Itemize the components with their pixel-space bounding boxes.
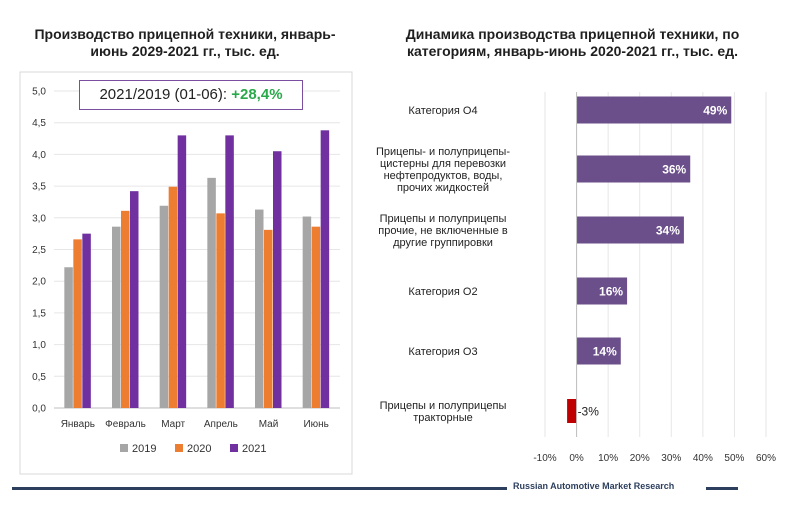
legend-label-2020: 2020 bbox=[187, 443, 211, 455]
category-bar-value-label: 14% bbox=[593, 345, 617, 359]
bar-2021-Январь bbox=[82, 233, 91, 408]
left-x-tick-label: Март bbox=[161, 419, 185, 430]
bar-2021-Май bbox=[273, 151, 282, 409]
category-label: другие группировки bbox=[393, 237, 493, 249]
category-bar-3 bbox=[576, 216, 684, 244]
category-bar-2 bbox=[576, 155, 691, 183]
right-x-tick-label: 30% bbox=[661, 453, 681, 464]
category-label: Прицепы- и полуприцепы- bbox=[376, 146, 510, 158]
category-bar-4 bbox=[576, 277, 628, 305]
bar-2019-Июнь bbox=[302, 216, 312, 408]
category-label: Категория О3 bbox=[408, 346, 477, 358]
right-x-tick-label: 40% bbox=[693, 453, 713, 464]
category-bar-5 bbox=[576, 337, 621, 365]
category-bar-1 bbox=[576, 96, 732, 124]
bar-2020-Февраль bbox=[121, 210, 130, 408]
left-y-tick-label: 0,5 bbox=[32, 372, 46, 383]
bar-2021-Март bbox=[177, 135, 187, 408]
left-y-tick-label: 4,5 bbox=[32, 118, 46, 129]
legend-swatch-2020 bbox=[175, 444, 183, 452]
category-label: тракторные bbox=[413, 412, 472, 424]
category-bar-value-label: 34% bbox=[656, 224, 680, 238]
growth-annotation-box: 2021/2019 (01-06): +28,4% bbox=[79, 80, 303, 110]
category-label: Категория О4 bbox=[408, 105, 477, 117]
left-y-tick-label: 3,5 bbox=[32, 182, 46, 193]
bar-2019-Апрель bbox=[207, 177, 216, 408]
bar-2021-Апрель bbox=[225, 135, 234, 408]
bar-2020-Июнь bbox=[311, 226, 321, 408]
left-y-tick-label: 1,0 bbox=[32, 340, 46, 351]
left-y-tick-label: 4,0 bbox=[32, 150, 46, 161]
left-chart-frame bbox=[19, 71, 353, 475]
category-label: Прицепы и полуприцепы bbox=[380, 213, 507, 225]
category-label: Категория О2 bbox=[408, 286, 477, 298]
category-bar-value-label: 49% bbox=[703, 104, 727, 118]
left-chart-title: Производство прицепной техники, январь-и… bbox=[34, 26, 336, 59]
category-bar-value-label: 16% bbox=[599, 285, 623, 299]
right-chart-title: Динамика производства прицепной техники,… bbox=[405, 26, 740, 59]
bar-2019-Февраль bbox=[112, 226, 121, 408]
left-y-tick-label: 2,5 bbox=[32, 245, 46, 256]
left-y-tick-label: 5,0 bbox=[32, 87, 46, 98]
right-x-tick-label: 0% bbox=[569, 453, 584, 464]
bar-2020-Март bbox=[168, 186, 178, 408]
bar-2019-Март bbox=[159, 205, 169, 408]
left-y-tick-label: 2,0 bbox=[32, 277, 46, 288]
footer-source: Russian Automotive Market Research bbox=[513, 481, 675, 491]
category-label: прочих жидкостей bbox=[397, 182, 489, 194]
category-label: прочие, не включенные в bbox=[378, 225, 508, 237]
left-y-tick-label: 3,0 bbox=[32, 213, 46, 224]
footer-divider-left bbox=[12, 487, 507, 490]
left-y-tick-label: 0,0 bbox=[32, 404, 46, 415]
right-x-tick-label: 60% bbox=[756, 453, 776, 464]
right-x-tick-label: 20% bbox=[630, 453, 650, 464]
left-x-tick-label: Июнь bbox=[303, 419, 328, 430]
bar-2021-Февраль bbox=[130, 191, 139, 408]
footer-divider-right bbox=[706, 487, 738, 490]
bar-2021-Июнь bbox=[320, 130, 330, 409]
bar-2020-Апрель bbox=[216, 213, 225, 408]
legend-swatch-2021 bbox=[230, 444, 238, 452]
left-x-tick-label: Февраль bbox=[105, 419, 146, 430]
bar-2020-Май bbox=[264, 229, 273, 408]
left-x-tick-label: Апрель bbox=[204, 419, 238, 430]
legend-label-2021: 2021 bbox=[242, 443, 266, 455]
left-x-tick-label: Май bbox=[259, 419, 279, 430]
legend-swatch-2019 bbox=[120, 444, 128, 452]
right-x-tick-label: -10% bbox=[533, 453, 556, 464]
category-bar-6 bbox=[567, 399, 577, 423]
category-label: Прицепы и полуприцепы bbox=[380, 400, 507, 412]
left-x-tick-label: Январь bbox=[61, 419, 95, 430]
category-label: цистерны для перевозки bbox=[380, 158, 506, 170]
growth-annotation-label: 2021/2019 (01-06): bbox=[99, 86, 232, 103]
right-x-tick-label: 10% bbox=[598, 453, 618, 464]
bar-2020-Январь bbox=[73, 239, 82, 408]
growth-annotation-value: +28,4% bbox=[231, 86, 283, 103]
left-y-tick-label: 1,5 bbox=[32, 308, 46, 319]
bar-2019-Январь bbox=[64, 267, 73, 408]
category-bar-value-label: 36% bbox=[662, 163, 686, 177]
category-label: нефтепродуктов, воды, bbox=[384, 170, 503, 182]
legend-label-2019: 2019 bbox=[132, 443, 156, 455]
right-x-tick-label: 50% bbox=[724, 453, 744, 464]
bar-2019-Май bbox=[255, 209, 264, 408]
category-bar-value-label: -3% bbox=[578, 405, 600, 419]
